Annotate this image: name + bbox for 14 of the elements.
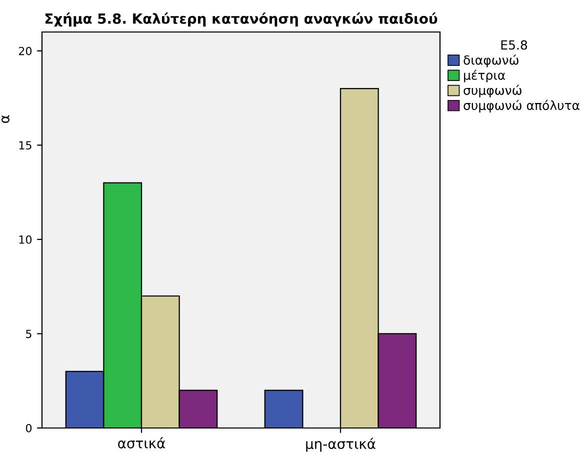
- y-axis-title: α: [1, 115, 10, 123]
- y-tick-label: 5: [26, 330, 32, 338]
- x-tick-label: μη-αστικά: [306, 438, 376, 452]
- y-tick-label: 0: [26, 424, 32, 432]
- legend-label: μέτρια: [464, 70, 506, 82]
- y-tick-label: 20: [18, 46, 32, 56]
- legend-label: διαφωνώ: [464, 54, 518, 68]
- x-tick-label: αστικά: [118, 437, 166, 448]
- y-tick-label: 10: [19, 235, 32, 244]
- legend-label: συμφωνώ απόλυτα: [464, 100, 580, 112]
- legend-label: συμφωνώ: [464, 84, 522, 98]
- y-tick-label: 15: [19, 141, 32, 150]
- chart-title: Σχήμα 5.8. Καλύτερη κατανόηση αναγκών παιδιού: [45, 12, 438, 27]
- legend-title: E5.8: [501, 40, 528, 50]
